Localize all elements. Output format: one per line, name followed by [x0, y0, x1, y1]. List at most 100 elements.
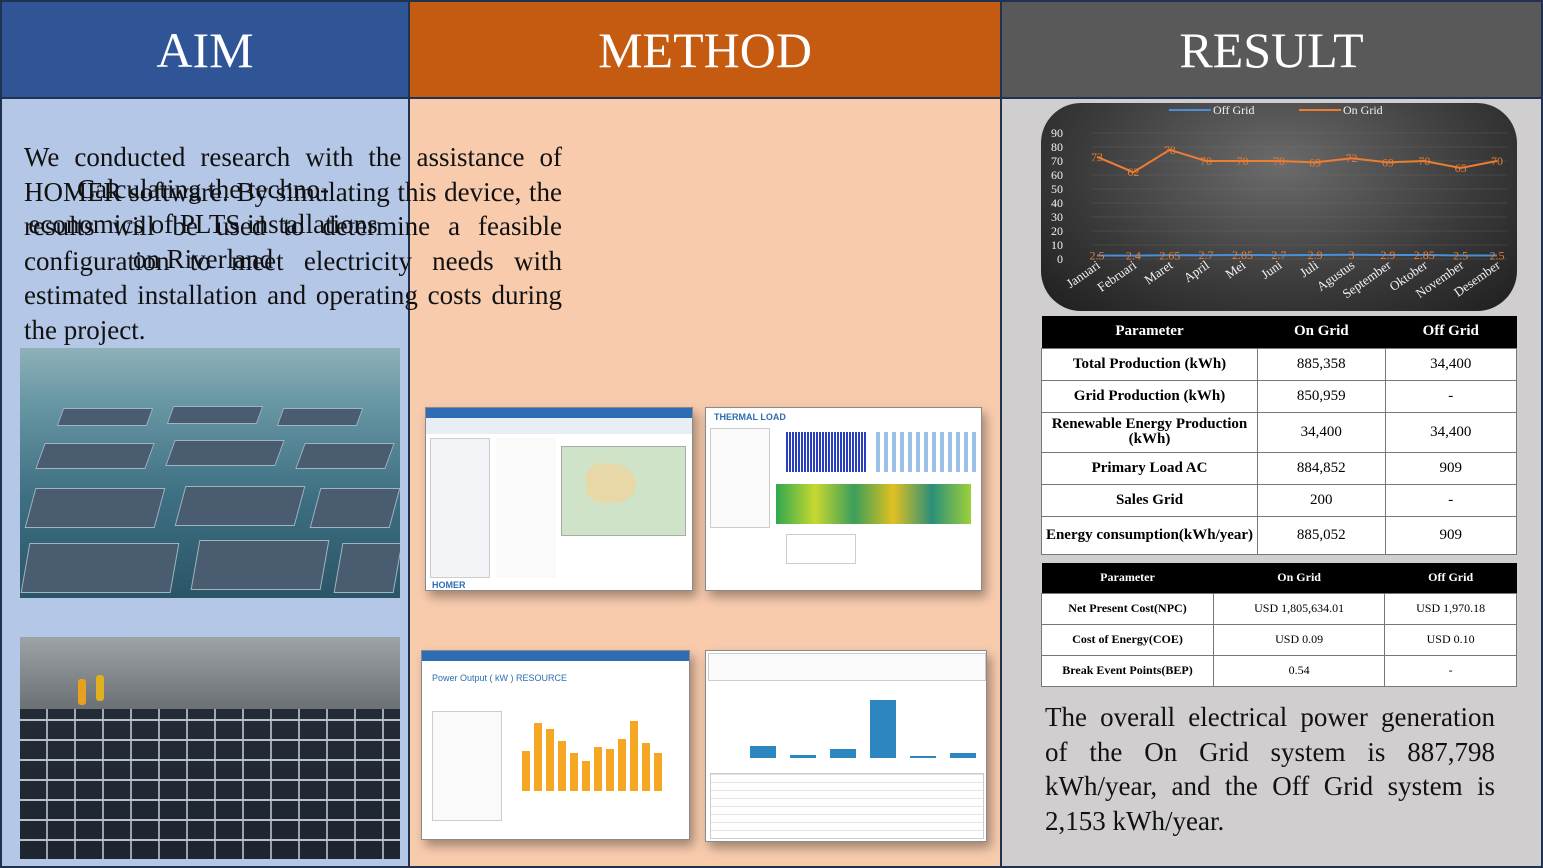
cost-table-header: Parameter On Grid Off Grid: [1041, 563, 1517, 593]
data-label: 2.7: [1271, 248, 1286, 262]
data-label: 2.85: [1232, 248, 1253, 262]
thermal-load-screenshot: THERMAL LOAD: [705, 407, 982, 591]
row-off-grid: USD 1,970.18: [1384, 592, 1517, 625]
row-parameter: Energy consumption(kWh/year): [1041, 515, 1258, 555]
y-tick-label: 0: [1057, 252, 1063, 266]
y-tick-label: 40: [1051, 196, 1063, 210]
aim-heading: AIM: [2, 2, 408, 99]
data-label: 3: [1349, 248, 1355, 262]
legend-label: On Grid: [1343, 103, 1383, 117]
x-tick-label: Februari: [1094, 257, 1139, 295]
y-tick-label: 60: [1051, 168, 1063, 182]
y-tick-label: 30: [1051, 210, 1063, 224]
y-tick-label: 10: [1051, 238, 1063, 252]
row-parameter: Total Production (kWh): [1041, 347, 1258, 381]
cost-summary-screenshot: [705, 650, 987, 842]
data-label: 78: [1164, 143, 1176, 157]
row-off-grid: 909: [1384, 451, 1518, 485]
table-row: Total Production (kWh) 885,358 34,400: [1041, 347, 1518, 381]
data-label: 2.65: [1159, 248, 1180, 262]
y-tick-label: 70: [1051, 154, 1063, 168]
series-line: [1096, 253, 1497, 257]
table-row: Break Event Points(BEP) 0.54 -: [1041, 654, 1517, 687]
table-row: Sales Grid 200 -: [1041, 483, 1518, 517]
data-label: 2.5: [1453, 249, 1468, 263]
data-label: 72: [1346, 151, 1358, 165]
production-table: Parameter On Grid Off Grid Total Product…: [1041, 316, 1518, 555]
row-on-grid: 884,852: [1257, 451, 1386, 485]
monthly-production-chart: 0 10 20 30 40 50 60 70 80 90 Off Grid On Grid 2.5 2.4…: [1041, 103, 1517, 311]
row-off-grid: USD 0.10: [1384, 623, 1517, 656]
row-off-grid: -: [1384, 654, 1517, 687]
table-row: Cost of Energy(COE) USD 0.09 USD 0.10: [1041, 623, 1517, 656]
data-label: 2.9: [1380, 248, 1395, 262]
row-on-grid: 34,400: [1257, 411, 1386, 453]
row-on-grid: 0.54: [1212, 654, 1386, 687]
data-label: 65: [1455, 161, 1467, 175]
data-label: 69: [1309, 155, 1321, 169]
y-tick-label: 90: [1051, 126, 1063, 140]
data-label: 2.5: [1090, 249, 1105, 263]
homer-logo: HOMER: [432, 580, 466, 590]
data-label: 70: [1491, 154, 1503, 168]
data-label: 2.4: [1126, 249, 1141, 263]
data-label: 73: [1091, 150, 1103, 164]
data-label: 62: [1127, 165, 1139, 179]
row-on-grid: 885,358: [1257, 347, 1386, 381]
data-label: 70: [1418, 154, 1430, 168]
row-on-grid: 200: [1257, 483, 1386, 517]
data-label: 2.85: [1414, 248, 1435, 262]
header-off-grid: Off Grid: [1384, 563, 1517, 593]
data-label: 69: [1382, 155, 1394, 169]
power-output-screenshot: Power Output ( kW ) RESOURCE: [421, 650, 690, 840]
series-line: [1096, 148, 1498, 174]
header-on-grid: On Grid: [1257, 316, 1386, 348]
row-off-grid: 34,400: [1384, 411, 1518, 453]
table-row: Renewable Energy Production (kWh) 34,400…: [1041, 411, 1518, 453]
row-parameter: Break Event Points(BEP): [1041, 654, 1214, 687]
row-off-grid: 34,400: [1384, 347, 1518, 381]
row-off-grid: -: [1384, 379, 1518, 413]
result-text: The overall electrical power generation …: [1045, 702, 1495, 836]
header-parameter: Parameter: [1041, 316, 1258, 348]
data-label: 2.9: [1308, 248, 1323, 262]
method-text: We conducted research with the assistanc…: [24, 142, 562, 345]
row-on-grid: USD 0.09: [1212, 623, 1386, 656]
y-tick-label: 20: [1051, 224, 1063, 238]
cost-table: Parameter On Grid Off Grid Net Present C…: [1041, 563, 1517, 687]
table-row: Primary Load AC 884,852 909: [1041, 451, 1518, 485]
row-parameter: Cost of Energy(COE): [1041, 623, 1214, 656]
row-parameter: Renewable Energy Production (kWh): [1041, 411, 1258, 453]
data-label: 2.7: [1199, 248, 1214, 262]
header-on-grid: On Grid: [1213, 563, 1385, 593]
row-off-grid: 909: [1384, 515, 1518, 555]
table-row: Grid Production (kWh) 850,959 -: [1041, 379, 1518, 413]
data-label: 70: [1236, 154, 1248, 168]
homer-schematic-screenshot: HOMER: [425, 407, 693, 591]
table-row: Energy consumption(kWh/year) 885,052 909: [1041, 515, 1518, 555]
row-on-grid: 850,959: [1257, 379, 1386, 413]
data-label: 2.5: [1490, 249, 1505, 263]
result-heading: RESULT: [1002, 2, 1541, 99]
y-tick-label: 50: [1051, 182, 1063, 196]
table-row: Net Present Cost(NPC) USD 1,805,634.01 U…: [1041, 592, 1517, 625]
thermal-load-label: THERMAL LOAD: [714, 412, 786, 422]
aim-text: Calculating the techno-economics of PLTS…: [28, 174, 378, 274]
row-parameter: Sales Grid: [1041, 483, 1258, 517]
row-on-grid: USD 1,805,634.01: [1212, 592, 1386, 625]
power-output-label: Power Output ( kW ) RESOURCE: [432, 673, 568, 683]
data-label: 70: [1273, 154, 1285, 168]
row-off-grid: -: [1384, 483, 1518, 517]
row-parameter: Net Present Cost(NPC): [1041, 592, 1214, 625]
row-parameter: Grid Production (kWh): [1041, 379, 1258, 413]
legend-label: Off Grid: [1213, 103, 1254, 117]
header-parameter: Parameter: [1041, 563, 1214, 593]
method-heading: METHOD: [410, 2, 1000, 99]
row-on-grid: 885,052: [1257, 515, 1386, 555]
header-off-grid: Off Grid: [1385, 316, 1517, 348]
floating-solar-photo: [20, 348, 400, 598]
solar-workers-photo: [20, 637, 400, 859]
y-tick-label: 80: [1051, 140, 1063, 154]
data-label: 70: [1200, 154, 1212, 168]
